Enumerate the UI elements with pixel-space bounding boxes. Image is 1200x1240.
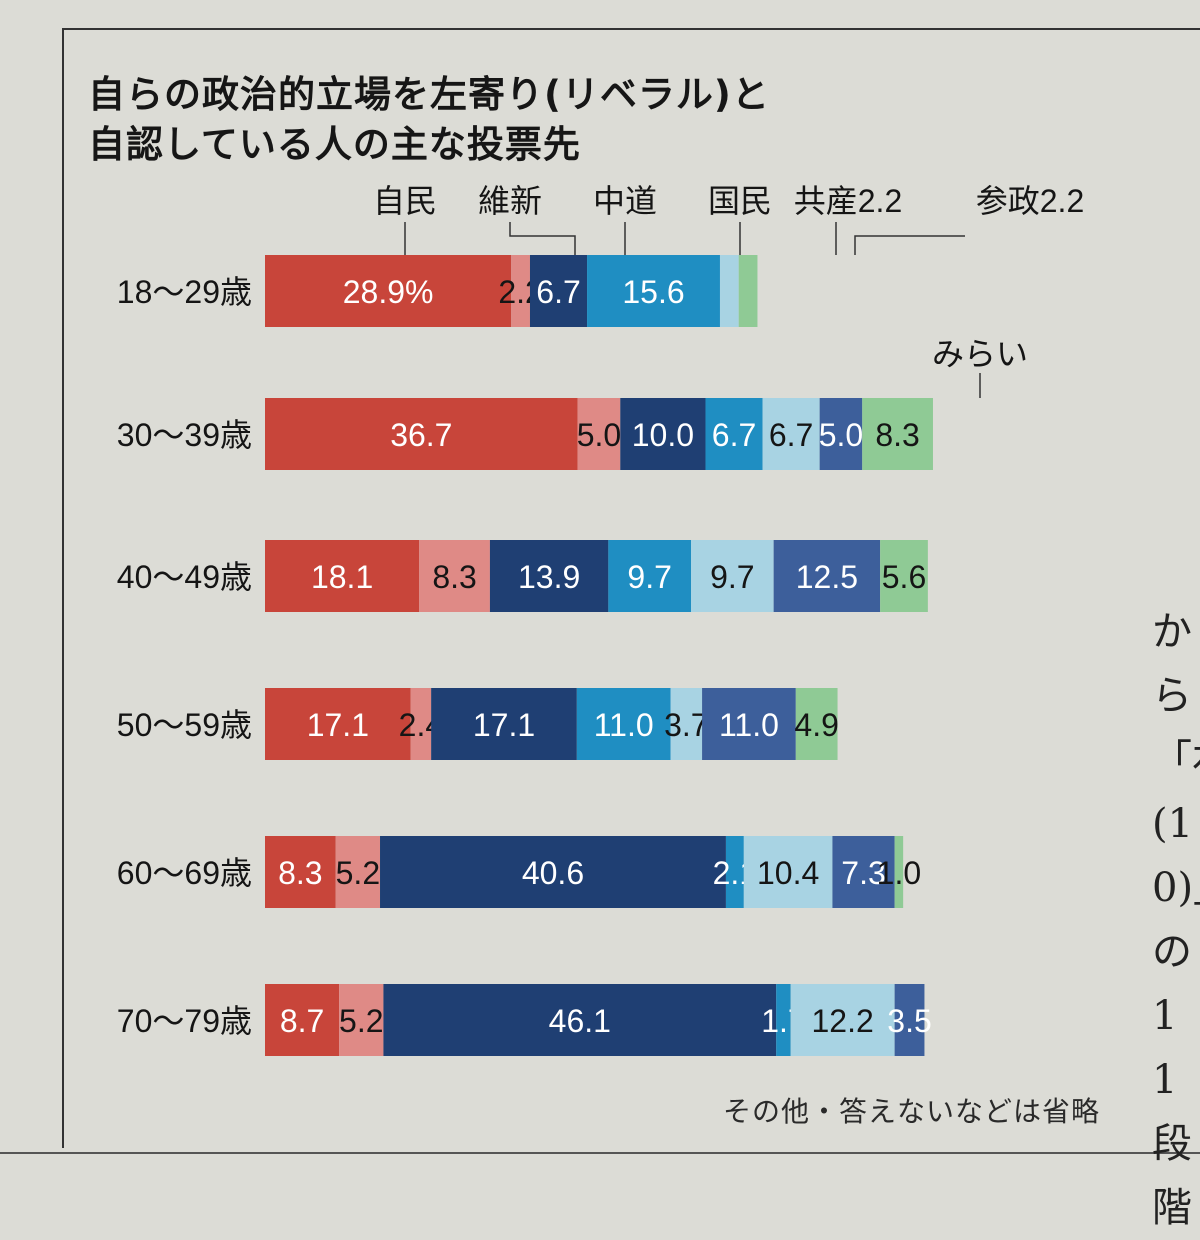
value-label-中道-2: 13.9 bbox=[518, 559, 580, 595]
bar-自民-4 bbox=[265, 836, 336, 908]
value-label-自民-3: 17.1 bbox=[307, 707, 369, 743]
value-label-中道-4: 40.6 bbox=[522, 855, 584, 891]
row-label-5: 70〜79歳 bbox=[117, 1003, 252, 1039]
value-label-維新-5: 5.2 bbox=[339, 1003, 383, 1039]
value-label-共産-3: 3.7 bbox=[664, 707, 708, 743]
bar-みらい-5 bbox=[894, 984, 925, 1056]
value-label-中道-1: 10.0 bbox=[632, 417, 694, 453]
bar-維新-0 bbox=[511, 255, 530, 327]
bar-みらい-1 bbox=[819, 398, 863, 470]
legend-callout-4: 共産2.2 bbox=[794, 183, 903, 219]
bar-維新-1 bbox=[577, 398, 621, 470]
value-label-自民-4: 8.3 bbox=[278, 855, 322, 891]
stacked-bar-chart: 18〜29歳 28.9% 2.26.7 15.630〜39歳 36.7 5.0 10.0 6.… bbox=[117, 183, 1085, 1056]
value-label-中道-3: 17.1 bbox=[473, 707, 535, 743]
value-label-みらい-2: 12.5 bbox=[796, 559, 858, 595]
bar-共産-5 bbox=[790, 984, 895, 1056]
value-label-中道-5: 46.1 bbox=[549, 1003, 611, 1039]
bar-国民-4 bbox=[725, 836, 744, 908]
legend-callout-6: みらい bbox=[932, 336, 1028, 372]
value-label-国民-0: 15.6 bbox=[622, 274, 684, 310]
bar-国民-0 bbox=[587, 255, 720, 327]
bar-中道-1 bbox=[620, 398, 706, 470]
value-label-自民-5: 8.7 bbox=[280, 1003, 324, 1039]
frame-top-rule bbox=[62, 28, 1200, 30]
value-label-自民-2: 18.1 bbox=[311, 559, 373, 595]
value-label-みらい-5: 3.5 bbox=[887, 1003, 931, 1039]
value-label-国民-3: 11.0 bbox=[594, 707, 654, 743]
frame-left-rule bbox=[62, 28, 64, 1148]
bar-中道-5 bbox=[383, 984, 777, 1056]
chart-title: 自らの政治的立場を左寄り(リベラル)と 自認している人の主な投票先 bbox=[88, 70, 770, 170]
bar-参政-3 bbox=[795, 688, 838, 760]
value-label-共産-2: 9.7 bbox=[710, 559, 754, 595]
value-label-みらい-3: 11.0 bbox=[719, 707, 779, 743]
bar-みらい-2 bbox=[773, 540, 881, 612]
bar-中道-4 bbox=[380, 836, 726, 908]
bar-維新-5 bbox=[339, 984, 384, 1056]
value-label-みらい-4: 7.3 bbox=[841, 855, 885, 891]
row-label-3: 50〜59歳 bbox=[117, 707, 252, 743]
value-label-参政-3: 4.9 bbox=[794, 707, 838, 743]
value-label-自民-0: 28.9% bbox=[343, 274, 434, 310]
value-label-参政-1: 8.3 bbox=[875, 417, 919, 453]
footnote: その他・答えないなどは省略 bbox=[722, 1095, 1100, 1128]
bar-共産-2 bbox=[691, 540, 774, 612]
bar-みらい-3 bbox=[702, 688, 796, 760]
row-label-4: 60〜69歳 bbox=[117, 855, 252, 891]
legend-leader-5 bbox=[854, 235, 965, 255]
frame-bottom-rule bbox=[0, 1152, 1200, 1154]
value-label-維新-1: 5.0 bbox=[577, 417, 621, 453]
legend-callout-2: 中道 bbox=[593, 183, 657, 219]
value-label-共産-5: 12.2 bbox=[812, 1003, 874, 1039]
value-label-共産-1: 6.7 bbox=[769, 417, 813, 453]
legend-callout-3: 国民 bbox=[708, 183, 772, 219]
bar-共産-4 bbox=[743, 836, 833, 908]
bar-参政-2 bbox=[880, 540, 928, 612]
value-label-維新-2: 8.3 bbox=[432, 559, 476, 595]
bar-国民-5 bbox=[776, 984, 791, 1056]
bar-共産-3 bbox=[670, 688, 703, 760]
bar-中道-3 bbox=[431, 688, 577, 760]
bar-中道-0 bbox=[529, 255, 588, 327]
chart-title-line-2: 自認している人の主な投票先 bbox=[88, 123, 581, 166]
bar-みらい-4 bbox=[832, 836, 895, 908]
value-label-自民-1: 36.7 bbox=[390, 417, 452, 453]
bar-維新-4 bbox=[335, 836, 381, 908]
legend-leader-1 bbox=[509, 222, 576, 255]
legend-callout-1: 維新 bbox=[478, 183, 542, 219]
adjacent-article-text: から「右(10)」の11段階 bbox=[1152, 609, 1200, 1231]
bar-維新-2 bbox=[419, 540, 490, 612]
legend-callout-5: 参政2.2 bbox=[976, 183, 1085, 219]
bar-共産-1 bbox=[762, 398, 820, 470]
bar-国民-3 bbox=[576, 688, 671, 760]
value-label-参政-4: 1.0 bbox=[877, 855, 921, 891]
bar-自民-3 bbox=[265, 688, 411, 760]
value-label-国民-1: 6.7 bbox=[712, 417, 756, 453]
bar-共産-0 bbox=[719, 255, 739, 327]
value-label-維新-4: 5.2 bbox=[336, 855, 380, 891]
bar-国民-1 bbox=[705, 398, 763, 470]
bar-自民-1 bbox=[265, 398, 578, 470]
bar-自民-0 bbox=[265, 255, 512, 327]
value-label-参政-2: 5.6 bbox=[882, 559, 926, 595]
value-label-共産-4: 10.4 bbox=[757, 855, 819, 891]
legend-callout-0: 自民 bbox=[373, 183, 437, 219]
bar-国民-2 bbox=[608, 540, 691, 612]
row-label-1: 30〜39歳 bbox=[117, 417, 252, 453]
bar-自民-2 bbox=[265, 540, 420, 612]
bar-維新-3 bbox=[410, 688, 432, 760]
row-label-0: 18〜29歳 bbox=[117, 274, 252, 310]
row-label-2: 40〜49歳 bbox=[117, 559, 252, 595]
value-label-みらい-1: 5.0 bbox=[819, 417, 863, 453]
bar-中道-2 bbox=[489, 540, 609, 612]
bar-参政-0 bbox=[738, 255, 758, 327]
bar-参政-1 bbox=[862, 398, 933, 470]
chart-title-line-1: 自らの政治的立場を左寄り(リベラル)と bbox=[88, 73, 770, 116]
value-label-中道-0: 6.7 bbox=[536, 274, 580, 310]
bar-参政-4 bbox=[894, 836, 904, 908]
bar-自民-5 bbox=[265, 984, 340, 1056]
value-label-国民-2: 9.7 bbox=[627, 559, 671, 595]
